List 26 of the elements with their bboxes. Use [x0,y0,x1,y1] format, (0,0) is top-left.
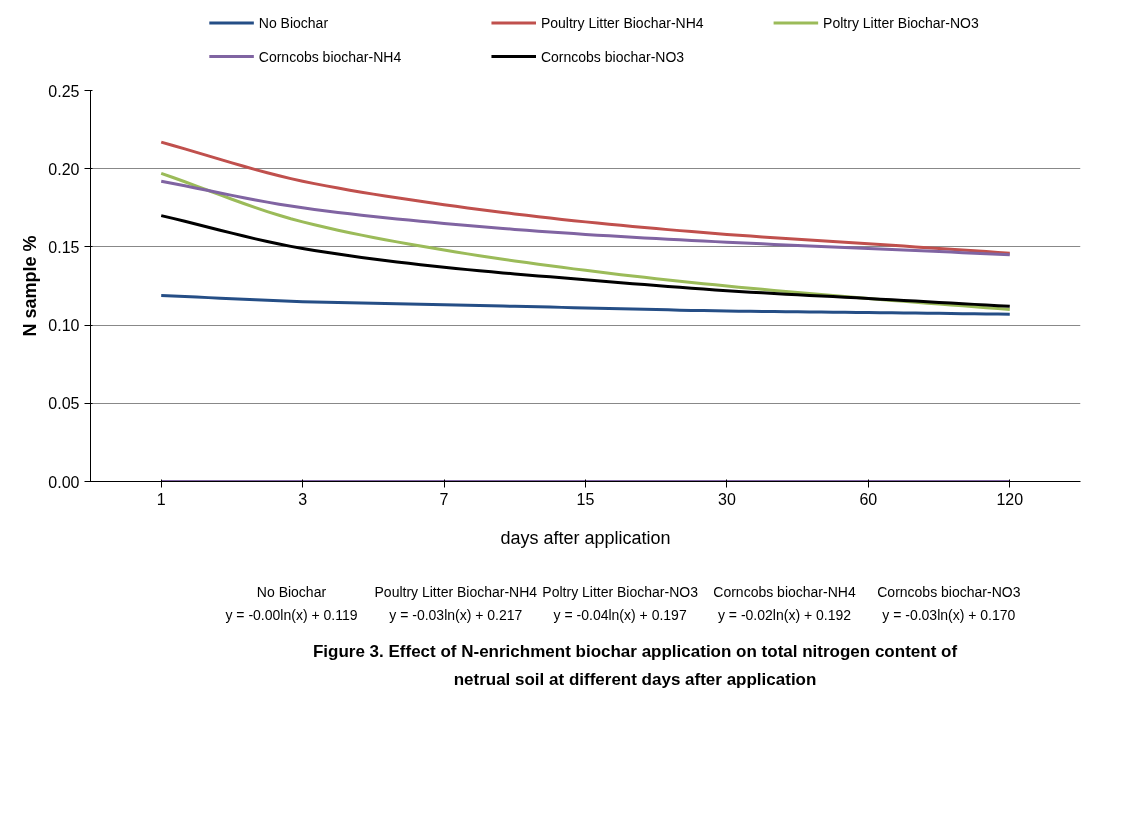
text: Poultry Litter Biochar-NH4 y = -0.03ln(x) + 0.217 [374,583,538,623]
x-tick-label: 60 [859,490,878,508]
y-tick-label: 0.05 [48,395,80,413]
text: Corncobs biochar-NH4 y = -0.02ln(x) + 0.192 [713,583,856,623]
legend-label: Poultry Litter Biochar-NH4 [540,14,704,31]
text: Corncobs biochar-NO3 y = -0.03ln(x) + 0.170 [877,583,1021,623]
legend-label: No Biochar [258,14,329,31]
x-tick-label: 7 [439,490,449,508]
x-tick-label: 1 [156,490,166,508]
x-axis-title: days after application [500,527,671,548]
legend-label: Corncobs biochar-NH4 [258,48,402,65]
y-tick-label: 0.25 [48,82,80,100]
legend-label: Corncobs biochar-NO3 [540,48,685,65]
y-tick-label: 0.15 [48,238,80,256]
y-tick-label: 0.20 [48,160,80,178]
text: No Biochar y = -0.00ln(x) + 0.119 [225,583,358,623]
x-tick-label: 30 [718,490,736,508]
y-tick-label: 0.10 [48,317,80,335]
y-tick-label: 0.00 [48,473,80,491]
legend-label: Poltry Litter Biochar-NO3 [823,14,979,31]
x-tick-label: 3 [298,490,308,508]
y-axis-title: N sample % [20,235,41,337]
x-tick-label: 15 [576,490,595,508]
x-tick-label: 120 [996,490,1024,508]
text: Figure 3. Effect of N-enrichment biochar application on total nitrogen content of netrual soil at different days after application [312,642,958,689]
text: Poltry Litter Biochar-NO3 y = -0.04ln(x) + 0.197 [542,583,699,623]
